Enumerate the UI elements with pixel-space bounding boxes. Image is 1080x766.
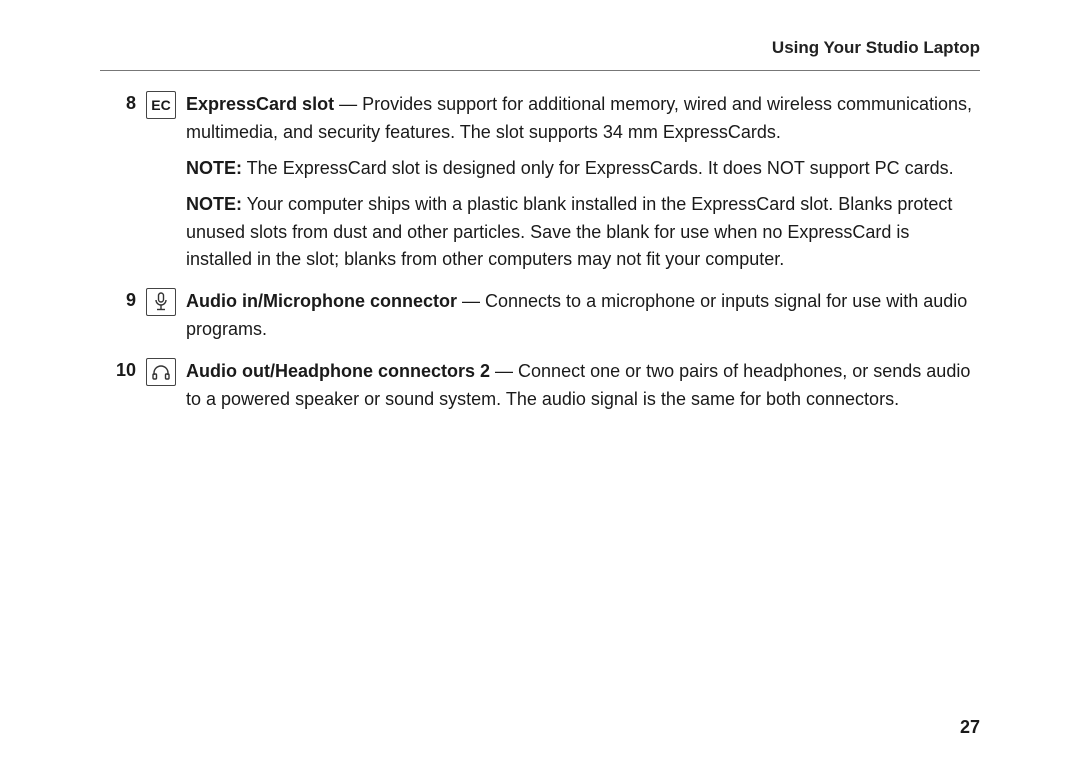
item-term: Audio in/Microphone connector (186, 291, 457, 311)
expresscard-icon: EC (146, 91, 176, 119)
note-block: NOTE: The ExpressCard slot is designed o… (186, 155, 980, 183)
item-number: 10 (100, 358, 136, 381)
item-body: Audio out/Headphone connectors 2 — Conne… (186, 358, 980, 414)
item-number: 8 (100, 91, 136, 114)
item-dash: — (334, 94, 362, 114)
item-term: ExpressCard slot (186, 94, 334, 114)
item-term: Audio out/Headphone connectors 2 (186, 361, 490, 381)
note-text: The ExpressCard slot is designed only fo… (242, 158, 954, 178)
note-block: NOTE: Your computer ships with a plastic… (186, 191, 980, 275)
ec-glyph: EC (151, 97, 170, 113)
header-rule (100, 70, 980, 71)
note-label: NOTE: (186, 194, 242, 214)
item-body: Audio in/Microphone connector — Connects… (186, 288, 980, 344)
feature-item: 9 Audio in/Microphone connector — Connec… (100, 288, 980, 344)
item-dash: — (457, 291, 485, 311)
manual-page: Using Your Studio Laptop 8 EC ExpressCar… (0, 0, 1080, 766)
note-label: NOTE: (186, 158, 242, 178)
headphones-icon (146, 358, 176, 386)
item-number: 9 (100, 288, 136, 311)
microphone-icon (146, 288, 176, 316)
section-header: Using Your Studio Laptop (100, 38, 980, 70)
page-number: 27 (960, 717, 980, 738)
feature-item: 8 EC ExpressCard slot — Provides support… (100, 91, 980, 274)
item-body: ExpressCard slot — Provides support for … (186, 91, 980, 274)
note-text: Your computer ships with a plastic blank… (186, 194, 952, 270)
feature-item: 10 Audio out/Headphone connectors 2 — Co… (100, 358, 980, 414)
item-dash: — (490, 361, 518, 381)
